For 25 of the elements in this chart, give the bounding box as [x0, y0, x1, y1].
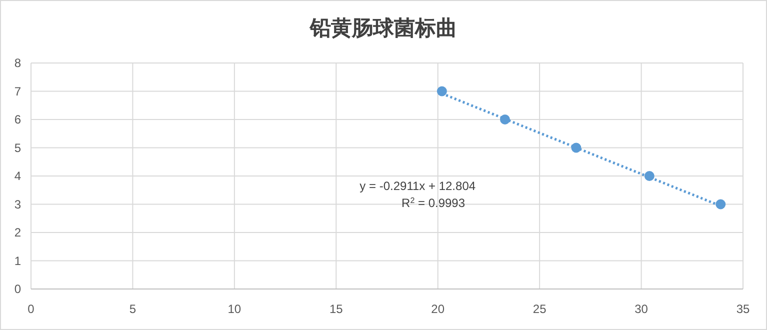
point [571, 142, 582, 153]
y-tick-label: 6 [14, 112, 22, 126]
chart-title: 铅黄肠球菌标曲 [309, 17, 457, 40]
y-tick-label: 2 [14, 226, 22, 240]
x-tick-label: 15 [329, 302, 344, 316]
x-tick-label: 20 [431, 302, 445, 316]
annotation: R$^{2}$ = 0.9993 [402, 196, 466, 210]
y-tick-label: 8 [14, 56, 22, 70]
point [500, 114, 510, 124]
y-tick-label: 7 [14, 84, 22, 98]
x-tick-label: 10 [228, 302, 242, 316]
y-tick-label: 3 [14, 197, 22, 212]
x-tick-label: 25 [532, 302, 547, 316]
x-tick-label: 5 [129, 302, 136, 316]
y-tick-label: 0 [14, 282, 22, 296]
x-tick-label: 35 [736, 302, 750, 316]
annotation: y = -0.2911x + 12.804 [360, 179, 476, 193]
y-tick-label: 1 [14, 254, 22, 268]
point [436, 86, 447, 96]
x-tick-label: 30 [634, 302, 648, 316]
point [644, 171, 654, 181]
y-tick-label: 4 [14, 169, 22, 183]
x-tick-label: 0 [28, 302, 35, 316]
y-tick-label: 5 [14, 140, 22, 155]
point [716, 199, 726, 210]
